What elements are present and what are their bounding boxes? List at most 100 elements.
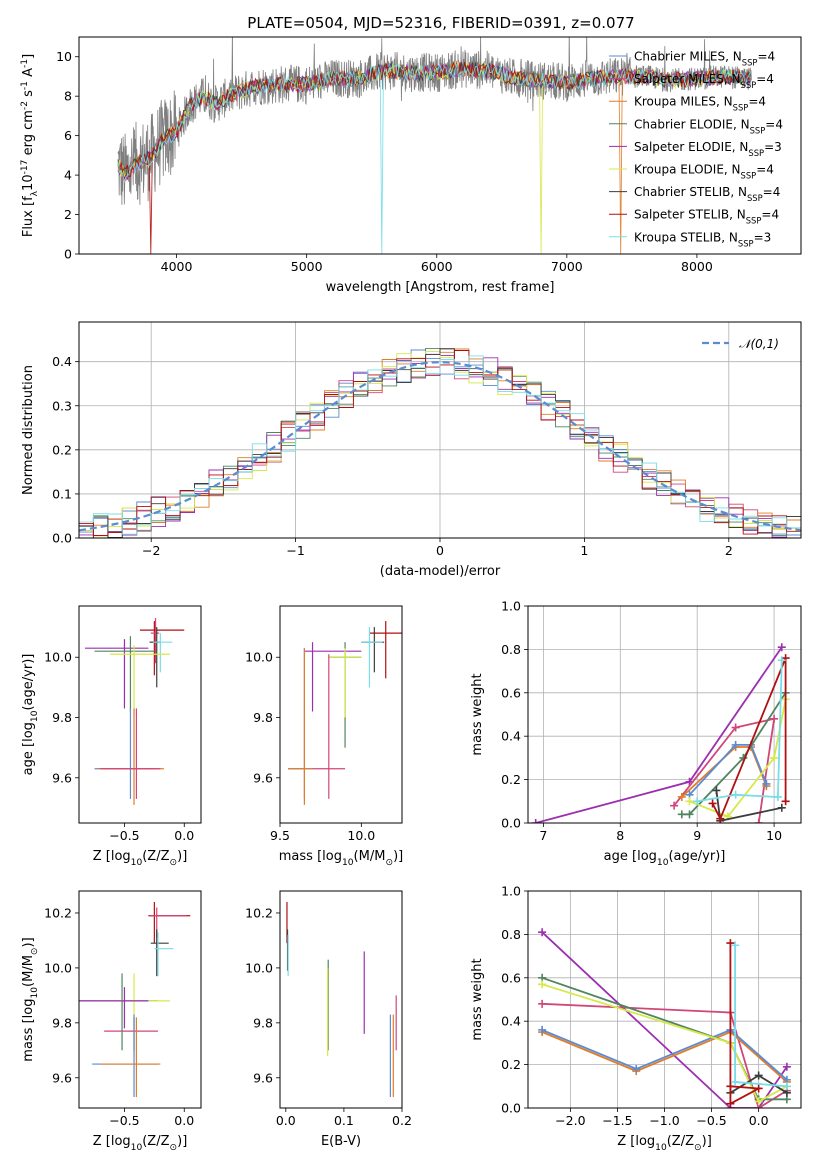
x-tick-label: −1 — [286, 543, 304, 558]
weight-marker — [726, 1082, 735, 1091]
y-tick-label: 9.8 — [253, 1015, 273, 1030]
x-axis-label: E(B-V) — [321, 1134, 361, 1149]
x-axis-label: (data-model)/error — [380, 564, 501, 579]
weight-line — [541, 1028, 788, 1081]
weight-marker — [754, 1071, 763, 1080]
weight-marker — [538, 928, 547, 937]
weight-marker — [712, 786, 721, 795]
model-spectrum-line — [117, 61, 751, 254]
weight-marker — [781, 797, 790, 806]
y-tick-label: 9.8 — [52, 710, 72, 725]
x-tick-label: −1.0 — [649, 1113, 679, 1128]
weight-marker — [754, 1084, 763, 1093]
weight-marker — [777, 803, 786, 812]
x-tick-label: 1 — [580, 543, 588, 558]
legend-label: Kroupa ELODIE, NSSP=4 — [634, 163, 774, 181]
y-axis-label: Normed distribution — [21, 365, 36, 495]
y-tick-label: 0.0 — [501, 1101, 521, 1116]
x-tick-label: 10 — [766, 828, 782, 843]
legend-label: Salpeter ELODIE, NSSP=3 — [634, 140, 782, 158]
weight-line — [697, 660, 783, 803]
y-tick-label: 2 — [64, 207, 72, 222]
y-tick-label: 0.2 — [501, 1057, 521, 1072]
x-tick-label: 0.0 — [174, 1113, 194, 1128]
weight-line — [711, 657, 787, 821]
weight-marker — [538, 1025, 547, 1034]
weight-marker — [754, 1097, 763, 1106]
y-axis-label: mass weight — [470, 673, 485, 755]
axes-frame — [279, 605, 403, 824]
x-tick-label: 7 — [539, 828, 547, 843]
weight-marker — [685, 797, 694, 806]
x-tick-label: 0.1 — [334, 1113, 354, 1128]
histogram-step — [79, 348, 801, 538]
panel-Z-mass: −0.5 0.0 9.6 9.8 10.0 10.2 Z [log10(Z/Z⊙)] mass… — [21, 890, 202, 1153]
y-tick-label: 0.8 — [501, 927, 521, 942]
legend-label: 𝒩(0,1) — [739, 337, 779, 351]
x-tick-label: 9 — [693, 828, 701, 843]
model-spectrum-line — [117, 61, 751, 180]
y-tick-label: 10.0 — [44, 960, 72, 975]
x-tick-label: −0.5 — [696, 1113, 726, 1128]
weight-marker — [531, 819, 540, 823]
x-axis-label: Z [log10(Z/Z⊙)] — [93, 849, 188, 868]
weight-marker — [782, 1082, 791, 1091]
y-tick-label: 9.6 — [52, 1070, 72, 1085]
y-tick-label: 0.3 — [52, 398, 72, 413]
x-tick-label: 0.2 — [392, 1113, 412, 1128]
plot-area — [117, 37, 752, 254]
weight-marker — [731, 740, 740, 749]
y-tick-label: 10 — [56, 49, 72, 64]
y-axis-label: age [log10(age/yr)] — [21, 654, 40, 776]
panel-spectrum: 4000 5000 6000 7000 8000 0 2 4 6 8 10 wavelength [A… — [20, 36, 802, 295]
weight-line — [535, 646, 783, 823]
y-tick-label: 10.0 — [44, 650, 72, 665]
weight-line — [541, 983, 788, 1103]
y-axis-label: Flux [fλ10-17 erg cm-2 s-1 A-1] — [20, 54, 40, 237]
weight-marker — [777, 656, 786, 665]
legend-label: Kroupa STELIB, NSSP=3 — [634, 230, 771, 248]
legend-label: Chabrier MILES, NSSP=4 — [634, 50, 775, 68]
legend-label: Salpeter MILES, NSSP=4 — [634, 72, 774, 90]
x-tick-label: 5000 — [291, 259, 323, 274]
y-tick-label: 0.8 — [501, 642, 521, 657]
weight-line — [688, 744, 768, 796]
x-axis-label: age [log10(age/yr)] — [604, 849, 726, 868]
weight-marker — [777, 643, 786, 652]
plot-area — [288, 621, 402, 805]
weight-marker — [754, 819, 763, 823]
weight-marker — [538, 980, 547, 989]
y-tick-label: 0.0 — [52, 531, 72, 546]
x-tick-label: −0.5 — [109, 828, 139, 843]
plot-area — [79, 347, 801, 538]
axes-frame — [78, 605, 202, 824]
y-tick-label: 0.4 — [501, 1014, 521, 1029]
x-tick-label: 7000 — [551, 259, 583, 274]
weight-marker — [731, 1077, 740, 1086]
axes-frame — [279, 890, 403, 1109]
x-tick-label: 8 — [616, 828, 624, 843]
y-tick-label: 8 — [64, 89, 72, 104]
y-tick-label: 0.4 — [501, 729, 521, 744]
y-tick-label: 4 — [64, 168, 72, 183]
panel-Z-weight: −2.0 −1.5 −1.0 −0.5 0.0 0.0 0.2 0.4 0.6 0.8 1.0 Z [… — [470, 884, 802, 1153]
plot-area — [79, 901, 191, 1098]
x-tick-label: 8000 — [681, 259, 713, 274]
y-tick-label: 9.6 — [253, 770, 273, 785]
y-tick-label: 10.2 — [245, 905, 273, 920]
legend-label: Chabrier ELODIE, NSSP=4 — [634, 117, 783, 135]
legend-label: Kroupa MILES, NSSP=4 — [634, 95, 766, 113]
legend-label: Salpeter STELIB, NSSP=4 — [634, 208, 779, 226]
axes-frame — [527, 605, 802, 824]
x-tick-label: 2 — [725, 543, 733, 558]
weight-marker — [726, 1099, 735, 1108]
y-tick-label: 0.1 — [52, 486, 72, 501]
legend-label: Chabrier STELIB, NSSP=4 — [634, 185, 780, 203]
weight-marker — [731, 723, 740, 732]
weight-marker — [782, 1062, 791, 1071]
weight-marker — [685, 810, 694, 819]
y-tick-label: 0.2 — [501, 772, 521, 787]
model-spectrum-line — [117, 63, 751, 254]
y-tick-label: 0 — [64, 247, 72, 262]
x-tick-label: −2 — [142, 543, 160, 558]
